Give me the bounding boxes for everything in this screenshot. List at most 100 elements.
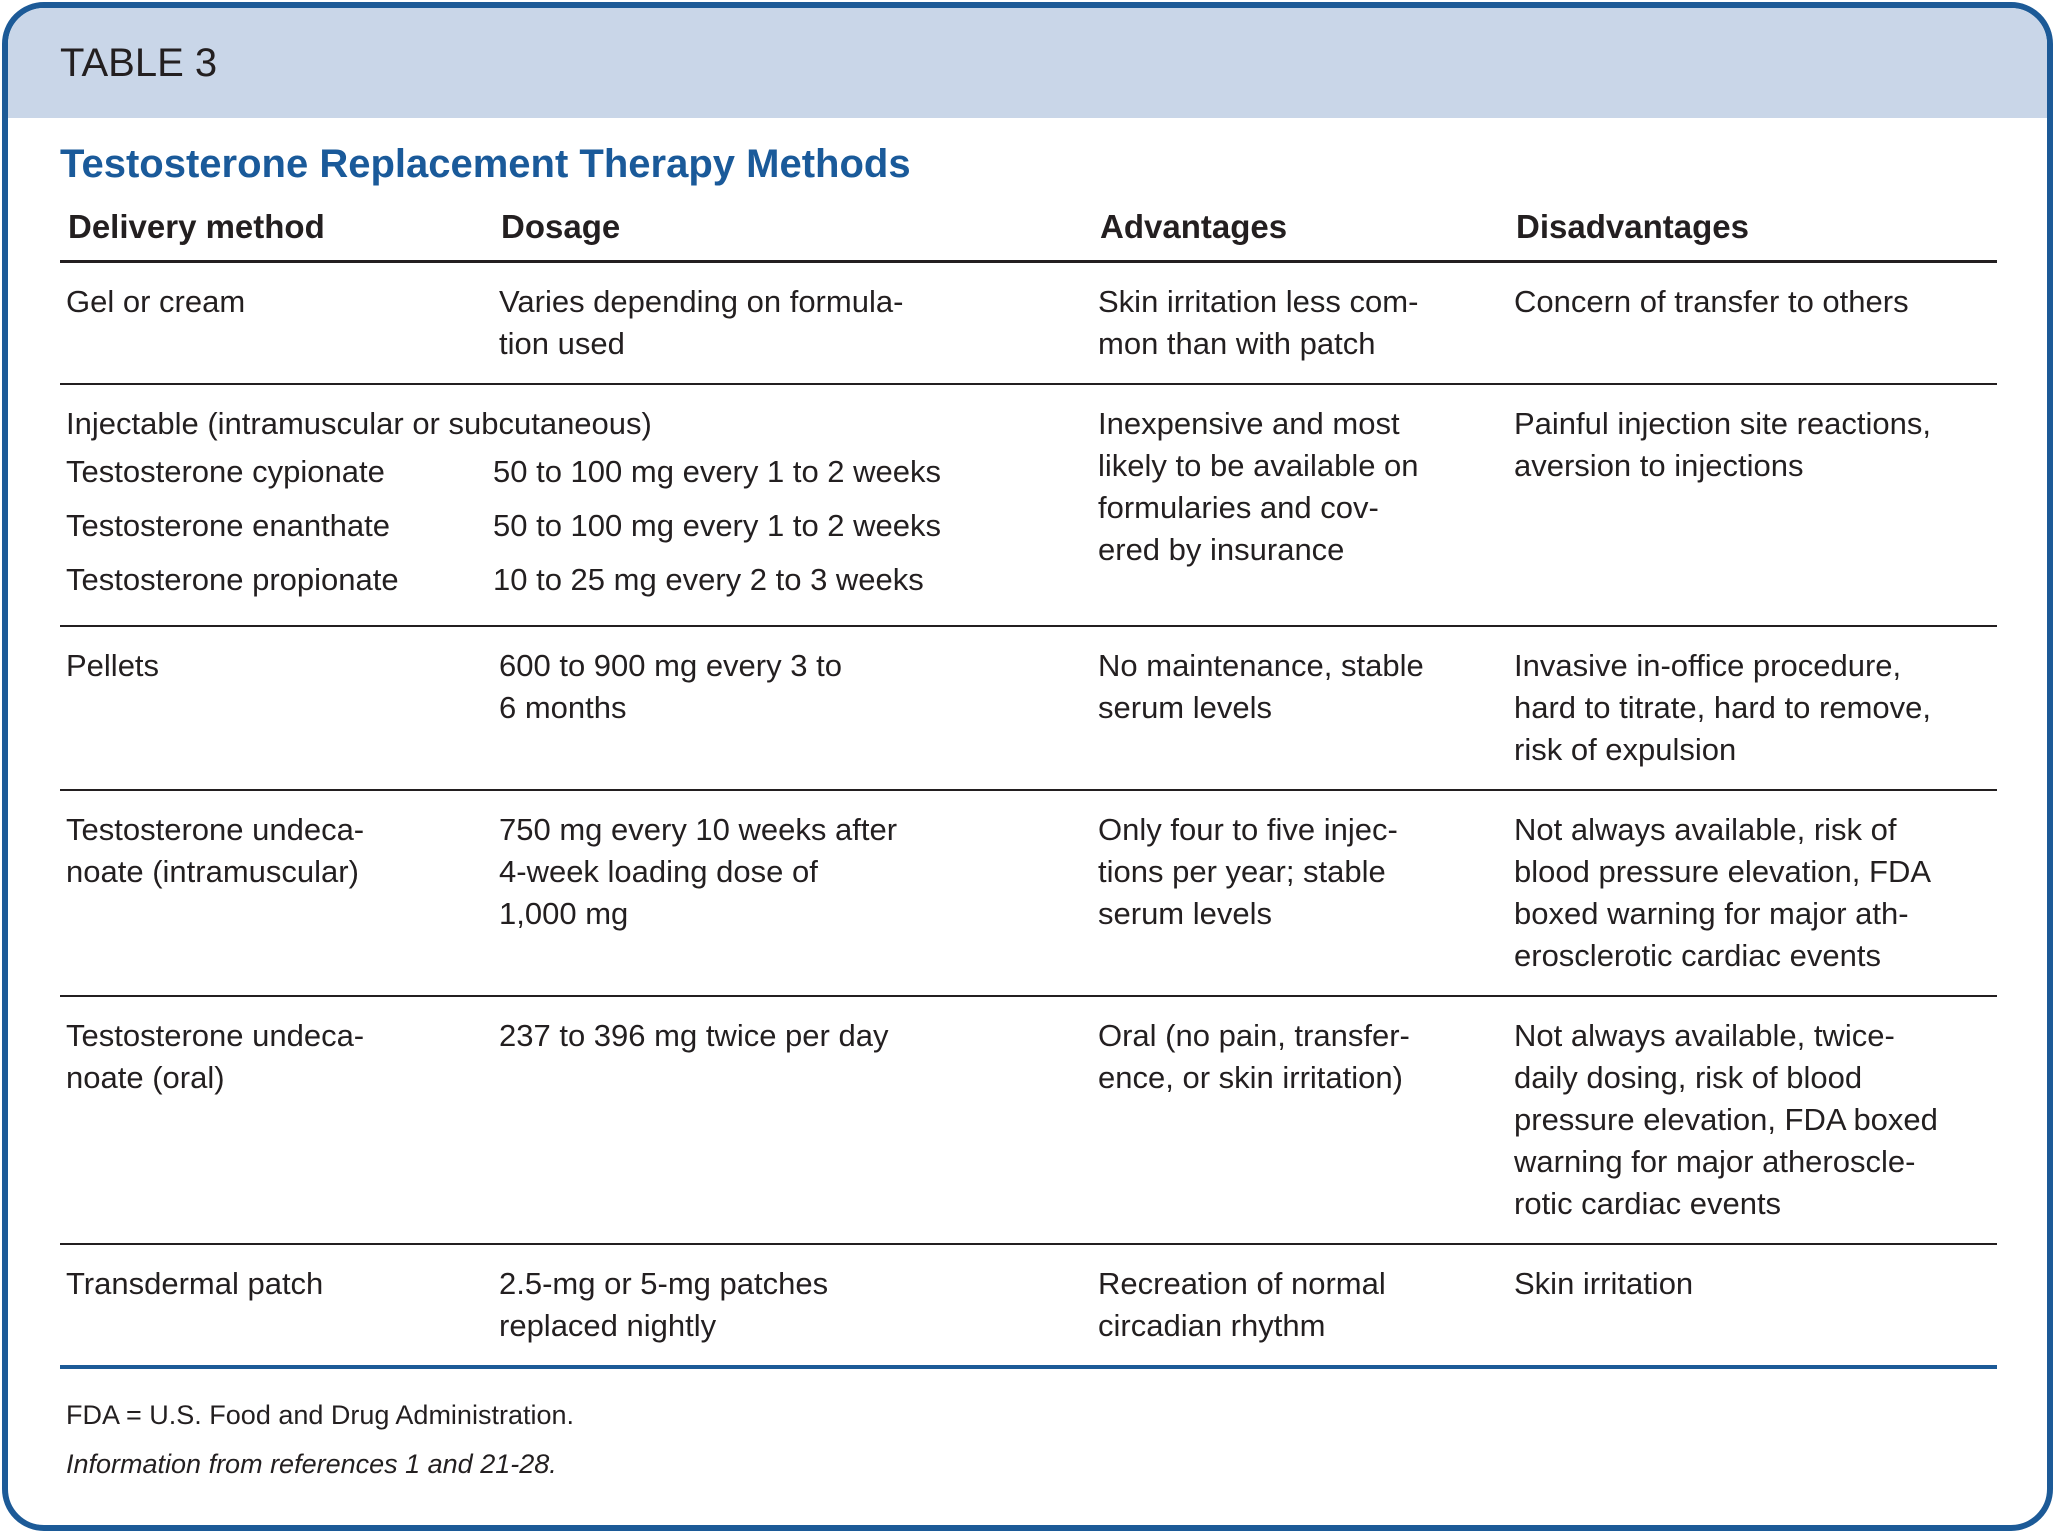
cell-line: Transdermal patch [66,1266,324,1301]
sub-dosage: 10 to 25 mg every 2 to 3 weeks [493,562,924,597]
cell-line: noate (oral) [66,1060,225,1095]
column-header: Disadvantages [1508,198,1997,263]
cell-line: 4-week loading dose of [499,854,818,889]
cell-line: erosclerotic cardiac events [1514,938,1881,973]
cell: Testosterone undeca-noate (intramuscular… [60,809,493,977]
cell: Transdermal patch [60,1263,493,1347]
cell-line: warning for major atheroscle- [1514,1144,1916,1179]
cell-line: serum levels [1098,896,1272,931]
table-row: Injectable (intramuscular or subcutaneou… [60,385,1997,627]
cell-line: Skin irritation less com- [1098,284,1419,319]
cell-line: noate (intramuscular) [66,854,359,889]
footnote: FDA = U.S. Food and Drug Administration. [66,1400,574,1430]
cell: Gel or cream [60,281,493,365]
sub-method: Testosterone propionate [66,562,399,597]
cell-line: daily dosing, risk of blood [1514,1060,1863,1095]
cell: Recreation of normal circadian rhythm [1092,1263,1508,1347]
cell-line: hard to titrate, hard to remove, [1514,690,1931,725]
cell-line: Testosterone undeca- [66,812,365,847]
cell-line: tions per year; stable [1098,854,1386,889]
cell: Skin irritation less com-mon than with p… [1092,281,1508,365]
cell-line: boxed warning for major ath- [1514,896,1909,931]
sub-row: Testosterone propionate 10 to 25 mg every… [66,553,1092,607]
table-row: Testosterone undeca-noate (oral) 237 to 3… [60,997,1997,1245]
cell: Not always available, twice-daily dosing… [1508,1015,1997,1225]
cell-line: Inexpensive and most [1098,406,1400,441]
sub-row: Testosterone enanthate 50 to 100 mg every… [66,499,1092,553]
cell-line: circadian rhythm [1098,1308,1326,1343]
cell-line: rotic cardiac events [1514,1186,1782,1221]
cell: Inexpensive and most likely to be availab… [1092,403,1508,607]
footnotes: FDA = U.S. Food and Drug Administration.… [66,1400,574,1498]
column-header: Advantages [1092,198,1508,263]
cell-line: 2.5-mg or 5-mg patches [499,1266,829,1301]
cell-line: Pellets [66,648,160,683]
cell: Pellets [60,645,493,771]
cell-line: Skin irritation [1514,1266,1694,1301]
cell-line: Painful injection site reactions, [1514,406,1932,441]
table-title: Testosterone Replacement Therapy Methods [60,142,911,186]
cell: Varies depending on formula-tion used [493,281,1092,365]
table-row: Testosterone undeca-noate (intramuscular… [60,791,1997,997]
cell-line: Oral (no pain, transfer- [1098,1018,1410,1053]
cell-line: pressure elevation, FDA boxed [1514,1102,1938,1137]
cell-line: Varies depending on formula- [499,284,904,319]
group-cell: Injectable (intramuscular or subcutaneou… [60,403,1092,607]
cell-line: Not always available, risk of [1514,812,1897,847]
sub-method: Testosterone cypionate [66,454,385,489]
cell: 600 to 900 mg every 3 to 6 months [493,645,1092,771]
header-row: Delivery method Dosage Advantages Disadvant… [60,198,1997,263]
sub-dosage: 50 to 100 mg every 1 to 2 weeks [493,454,942,489]
sub-method: Testosterone enanthate [66,508,391,543]
cell: Painful injection site reactions, aversio… [1508,403,1997,607]
table-row: Pellets 600 to 900 mg every 3 to 6 months N… [60,627,1997,791]
cell-line: No maintenance, stable [1098,648,1424,683]
cell-line: Concern of transfer to others [1514,284,1909,319]
cell-line: 6 months [499,690,627,725]
cell-line: likely to be available on [1098,448,1419,483]
cell-line: blood pressure elevation, FDA [1514,854,1932,889]
cell-line: Recreation of normal [1098,1266,1386,1301]
column-header: Dosage [493,198,1092,263]
table: Delivery method Dosage Advantages Disadvant… [60,198,1997,1369]
cell-line: 750 mg every 10 weeks after [499,812,898,847]
cell-line: Not always available, twice- [1514,1018,1895,1053]
cell: 750 mg every 10 weeks after 4-week loadin… [493,809,1092,977]
cell: Oral (no pain, transfer-ence, or skin ir… [1092,1015,1508,1225]
cell-line: ence, or skin irritation) [1098,1060,1403,1095]
cell-line: 237 to 396 mg twice per day [499,1018,889,1053]
cell-line: aversion to injections [1514,448,1804,483]
cell-line: tion used [499,326,625,361]
group-label: Injectable (intramuscular or subcutaneou… [66,406,652,441]
cell: Not always available, risk of blood press… [1508,809,1997,977]
header-band: TABLE 3 [8,8,2047,118]
sub-dosage: 50 to 100 mg every 1 to 2 weeks [493,508,942,543]
cell-line: risk of expulsion [1514,732,1737,767]
cell-line: Testosterone undeca- [66,1018,365,1053]
cell-line: 1,000 mg [499,896,629,931]
footnote: Information from references 1 and 21-28. [66,1449,557,1479]
cell-line: ered by insurance [1098,532,1345,567]
cell-line: Invasive in-office procedure, [1514,648,1902,683]
cell: 2.5-mg or 5-mg patches replaced nightly [493,1263,1092,1347]
cell-line: replaced nightly [499,1308,717,1343]
cell: Testosterone undeca-noate (oral) [60,1015,493,1225]
column-header: Delivery method [60,198,493,263]
cell-line: mon than with patch [1098,326,1376,361]
cell: Only four to five injec-tions per year; … [1092,809,1508,977]
cell-line: 600 to 900 mg every 3 to [499,648,842,683]
table-row: Gel or cream Varies depending on formula-… [60,263,1997,385]
cell: Skin irritation [1508,1263,1997,1347]
cell: Concern of transfer to others [1508,281,1997,365]
cell: Invasive in-office procedure, hard to tit… [1508,645,1997,771]
table-row: Transdermal patch 2.5-mg or 5-mg patches r… [60,1245,1997,1369]
sub-row: Testosterone cypionate 50 to 100 mg every… [66,445,1092,499]
cell-line: Gel or cream [66,284,246,319]
cell-line: formularies and cov- [1098,490,1379,525]
cell: 237 to 396 mg twice per day [493,1015,1092,1225]
cell-line: serum levels [1098,690,1272,725]
table-label: TABLE 3 [60,40,218,85]
cell-line: Only four to five injec- [1098,812,1398,847]
